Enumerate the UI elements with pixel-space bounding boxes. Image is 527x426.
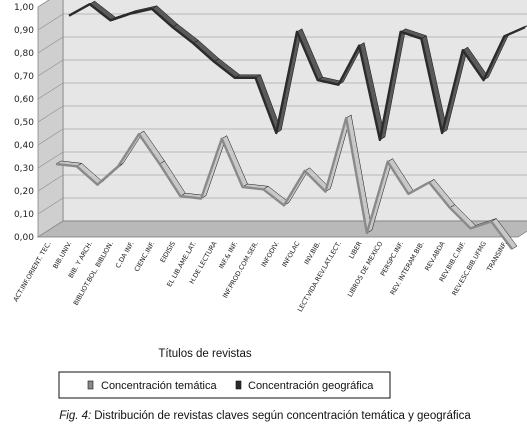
gridline bbox=[37, 36, 527, 54]
gridline bbox=[37, 197, 527, 215]
y-tick-label: 0,70 bbox=[14, 72, 34, 82]
x-tick-label: INFOLAC bbox=[280, 240, 301, 269]
caption-prefix: Fig. 4: bbox=[59, 410, 91, 422]
y-tick-label: 0,60 bbox=[14, 95, 34, 105]
legend-box bbox=[58, 371, 391, 399]
y-axis-ticks: 0,00 0,10 0,20 0,30 0,40 0,50 0,60 0,70 0,80 0,90… bbox=[14, 3, 34, 243]
gridline bbox=[37, 59, 527, 77]
y-tick-label: 0,00 bbox=[14, 233, 34, 243]
x-tick-label: INF.& INF. bbox=[217, 240, 239, 270]
x-tick-label: ACT.INF.ORIENT. TEC. bbox=[12, 240, 53, 303]
gridline bbox=[37, 13, 527, 31]
legend: Concentración temática Concentración geo… bbox=[58, 371, 391, 399]
legend-swatch-geografica bbox=[235, 380, 242, 390]
x-tick-label: INV.BIB. bbox=[303, 240, 323, 266]
y-tick-label: 0,10 bbox=[14, 210, 34, 220]
x-tick-label: C.DA INF. bbox=[114, 240, 136, 270]
gridline bbox=[37, 151, 527, 169]
y-tick-label: 0,80 bbox=[14, 49, 34, 59]
x-tick-label: BIBLIOT.BOL. BIBLION. bbox=[72, 240, 115, 307]
gridlines bbox=[37, 0, 527, 238]
x-axis-ticks: ACT.INF.ORIENT. TEC.BIB.UNIV.BIB. Y ARCH… bbox=[12, 240, 509, 314]
gridline bbox=[37, 105, 527, 123]
gridline bbox=[37, 82, 527, 100]
series-geografica bbox=[68, 0, 527, 142]
figure-caption: Fig. 4: Distribución de revistas claves s… bbox=[59, 410, 471, 422]
floor bbox=[36, 220, 527, 238]
x-tick-label: BIB.UNIV. bbox=[51, 240, 73, 270]
y-tick-label: 0,20 bbox=[14, 187, 34, 197]
series-lines bbox=[55, 0, 527, 250]
gridline bbox=[37, 220, 527, 238]
y-tick-label: 0,50 bbox=[14, 118, 34, 128]
x-tick-label: LECT.VIDA.REV.LAT.LECT. bbox=[296, 240, 343, 313]
series-tematica bbox=[55, 114, 518, 250]
legend-label-geografica: Concentración geográfica bbox=[248, 380, 374, 392]
side-wall bbox=[37, 0, 64, 238]
gridline bbox=[37, 0, 50, 8]
x-tick-label: TRANSINF. bbox=[485, 240, 509, 274]
legend-swatch-tematica bbox=[87, 380, 94, 390]
y-tick-label: 0,90 bbox=[14, 26, 34, 36]
x-tick-label: EIDISIS bbox=[159, 240, 177, 264]
y-tick-label: 0,30 bbox=[14, 164, 34, 174]
x-axis-label: Títulos de revistas bbox=[158, 348, 252, 360]
series-line bbox=[55, 116, 513, 250]
caption-text: Distribución de revistas claves según co… bbox=[94, 410, 471, 422]
x-tick-label: CIENC.INF. bbox=[133, 240, 157, 273]
y-tick-label: 0,40 bbox=[14, 141, 34, 151]
chart-walls bbox=[36, 0, 527, 238]
x-tick-label: REV.ABDA bbox=[423, 240, 446, 273]
legend-label-tematica: Concentración temática bbox=[101, 380, 217, 392]
x-tick-label: LIBER bbox=[347, 240, 363, 261]
y-tick-label: 1,00 bbox=[14, 3, 34, 13]
x-tick-label: INFODIV. bbox=[260, 240, 281, 268]
series-line bbox=[68, 2, 526, 142]
